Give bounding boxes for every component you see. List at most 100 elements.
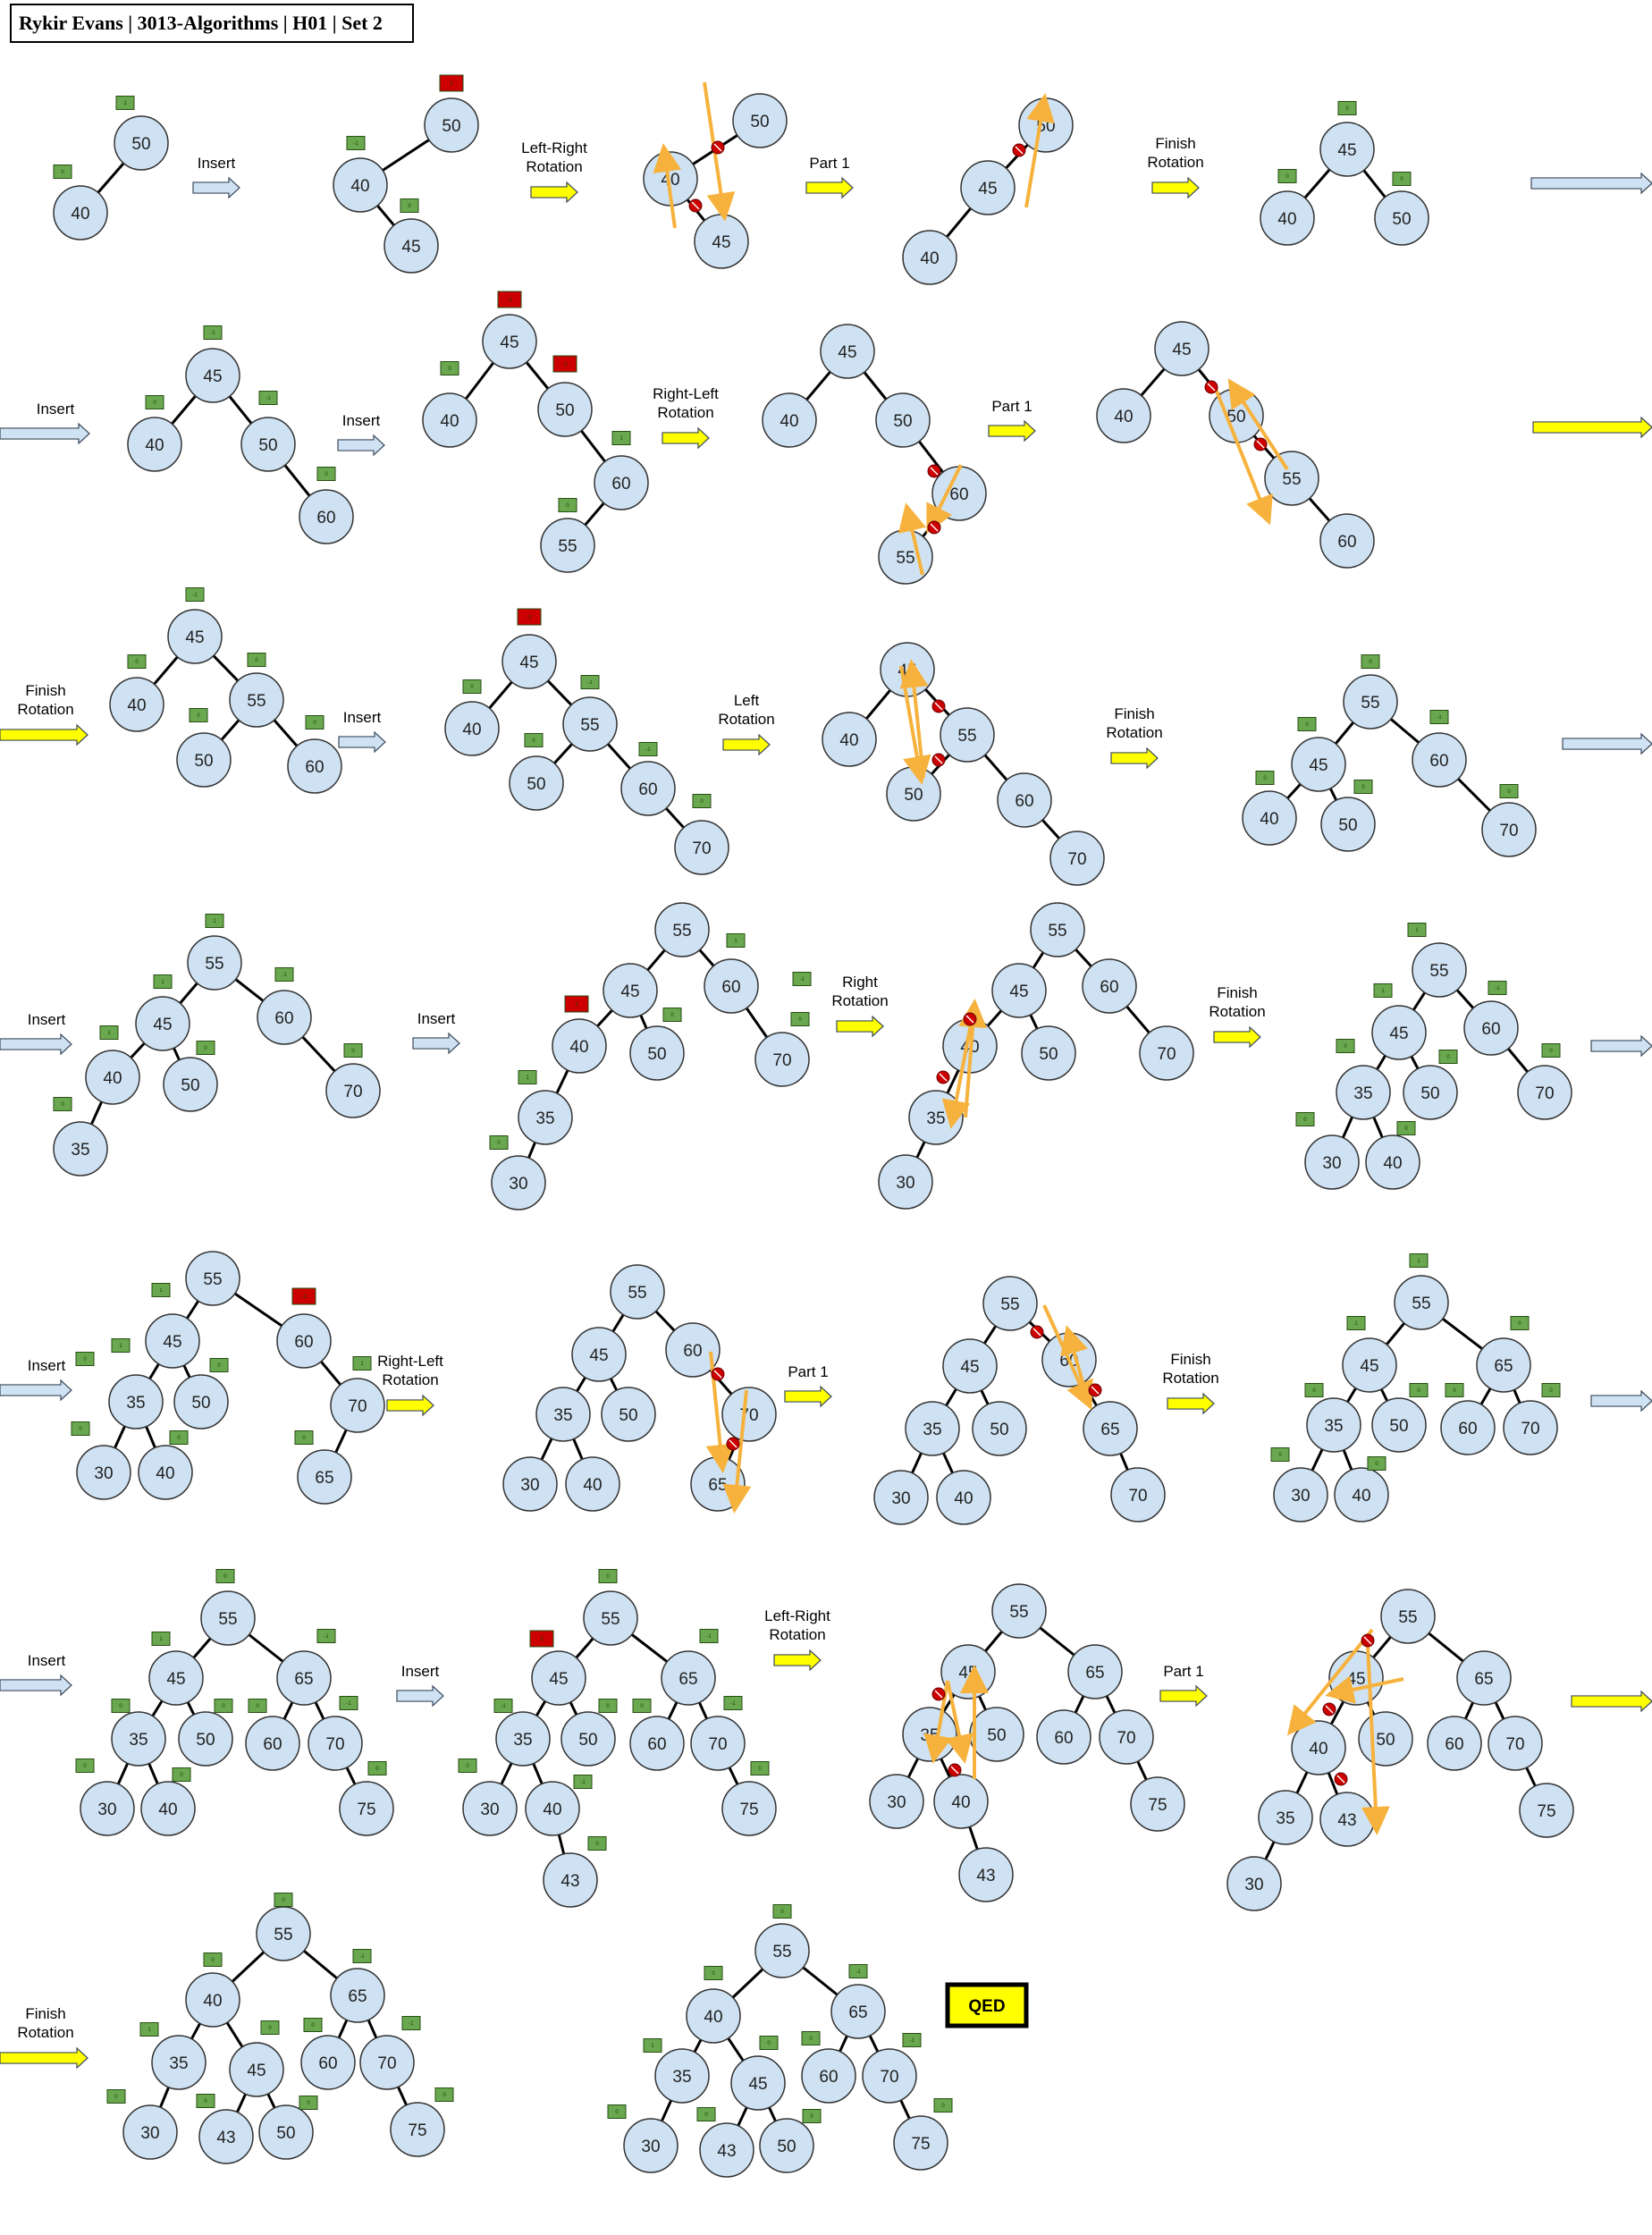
node-circle [245,1716,300,1771]
edge-break-icon [931,1687,946,1701]
tree-node-55: 55 1 [654,902,746,957]
tree-node-70: 70 -1 [862,2033,922,2104]
step-arrow [784,1385,832,1408]
balance-factor-value: 1 [161,980,164,985]
step-label-insert: Insert [198,155,236,172]
node-circle [822,712,877,767]
node-value: 60 [638,780,657,799]
balance-factor-value: 0 [83,1764,87,1769]
tree-node-50: 50 2 [424,74,479,153]
step-label-insert: Insert [342,412,381,429]
edge-break-icon [1030,1325,1044,1339]
step-label-text: Rotation [1209,1003,1265,1020]
balance-factor-value: -2 [527,615,532,620]
tree-node-70: 70 0 [1517,1043,1572,1120]
tree-node-50: 50 [972,1401,1027,1456]
balance-factor-value: 0 [223,1574,227,1580]
tree-node-60: 60 -1 [704,958,812,1014]
tree-node-60: 60 [931,466,987,521]
node-circle [1440,1400,1496,1455]
node-value: 40 [462,721,481,739]
tree-node-30: 30 0 [1295,1112,1360,1190]
node-value: 35 [513,1731,532,1750]
tree-node-40: 40 [936,1470,991,1525]
node-circle [76,1445,131,1500]
node-circle [359,2035,415,2090]
tree-node-55: 55 1 [151,1251,240,1306]
balance-factor-value: 0 [211,1958,215,1963]
balance-factor-value: 1 [1354,1321,1358,1327]
tree-node-40: 40 2 [552,995,607,1074]
node-circle [140,1781,196,1836]
node-circle [540,518,595,573]
edge-break-icon [726,1437,740,1451]
node-circle [1139,1025,1194,1081]
balance-factor-badge [1346,1316,1366,1330]
step-arrow [773,1649,822,1672]
node-circle [1110,1467,1166,1522]
node-circle [491,1155,546,1210]
tree-node-60: 60 1 [594,431,649,510]
tree-node-50: 50 0 [759,2109,822,2173]
node-value: 60 [819,2068,838,2087]
step-label-text: Rotation [769,1626,825,1643]
node-circle [1320,797,1376,852]
tree-node-60: 60 -1 [620,742,676,816]
node-circle [444,701,500,756]
node-value: 70 [1067,850,1086,869]
node-circle [422,392,477,448]
balance-factor-value: 0 [1404,1126,1408,1132]
tree-lr2-finished: 55 0 40 0 65 -1 35 1 45 0 60 0 70 -1 30 0 43 0 50 0 75 0 [106,1893,454,2164]
step-label-text: Left-Right [521,139,587,156]
node-circle [552,1018,607,1074]
step-label-text: Insert [342,412,381,429]
tree-node-30: 30 [502,1456,558,1512]
node-circle [1365,1134,1420,1190]
tree-node-60: 60 0 [299,467,354,544]
node-value: 35 [71,1141,89,1160]
node-value: 30 [1291,1487,1310,1505]
step-label-text: Rotation [382,1371,438,1388]
balance-factor-badge [692,794,712,808]
tree-lr-finished: 45 0 40 0 50 0 [1260,101,1429,246]
tree-insert-35: 55 1 45 1 60 -1 40 1 50 0 70 0 35 0 [53,914,381,1177]
rotation-arrow [722,1389,752,1514]
balance-factor-value: 0 [1285,174,1289,180]
node-circle [690,1716,746,1771]
rotation-arrow [1024,93,1055,208]
balance-factor-value: -1 [359,1954,365,1960]
balance-factor-badge [111,1699,131,1713]
node-value: 55 [772,1943,791,1961]
node-value: 50 [987,1726,1006,1745]
balance-factor-value: -1 [409,2021,414,2027]
balance-factor-badge [71,1421,90,1436]
balance-factor-badge [1373,983,1393,998]
balance-factor-value: -1 [324,1634,329,1640]
node-circle [933,1774,989,1829]
node-value: 55 [896,549,914,568]
node-value: 30 [641,2138,660,2156]
balance-factor-badge [489,1135,509,1150]
continuation-arrow [1571,1690,1652,1713]
balance-factor-value: -1 [799,977,805,983]
tree-node-55: 55 1 [1407,923,1467,998]
step-label-part1: Part 1 [1163,1663,1203,1680]
node-value: 45 [978,180,997,198]
rotation-arrow [1227,378,1289,471]
balance-factor-value: 0 [606,1574,610,1580]
balance-factor-badge [598,1699,618,1713]
node-value: 55 [274,1926,292,1944]
balance-factor-value: 1 [123,101,127,106]
node-value: 30 [891,1489,910,1508]
node-value: 70 [343,1083,362,1101]
node-value: 60 [1337,533,1356,552]
node-circle [276,1313,332,1369]
balance-factor-badge [518,1070,537,1084]
edge-break-icon [948,1763,962,1777]
tree-node-43: 43 [958,1847,1014,1902]
node-value: 75 [911,2135,930,2154]
step-label-text: Rotation [1106,724,1162,741]
tree-node-55: 55 [991,1583,1047,1639]
node-value: 50 [527,775,545,794]
tree-node-60: 60 [1319,513,1375,569]
